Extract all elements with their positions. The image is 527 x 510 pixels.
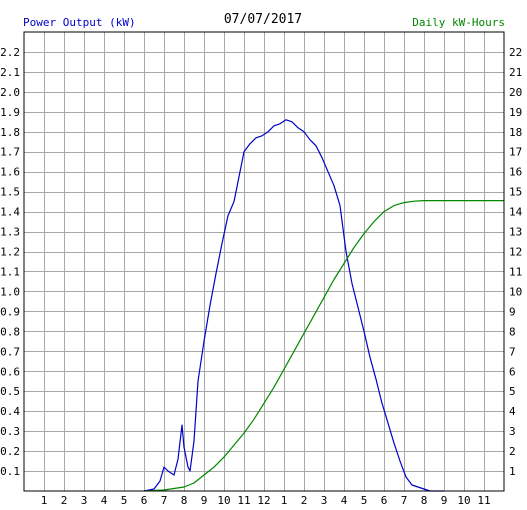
x-tick-label: 1 xyxy=(281,494,288,507)
right-tick-label: 12 xyxy=(509,246,522,259)
left-tick-label: 2.0 xyxy=(0,86,20,99)
right-tick-label: 8 xyxy=(509,325,516,338)
right-tick-label: 19 xyxy=(509,106,522,119)
left-tick-label: 0.1 xyxy=(0,465,20,478)
left-tick-label: 0.8 xyxy=(0,325,20,338)
left-tick-label: 1.4 xyxy=(0,206,20,219)
x-tick-label: 9 xyxy=(201,494,208,507)
left-tick-label: 1.9 xyxy=(0,106,20,119)
x-tick-label: 11 xyxy=(477,494,490,507)
right-tick-label: 21 xyxy=(509,66,522,79)
right-tick-label: 14 xyxy=(509,206,523,219)
left-tick-label: 0.4 xyxy=(0,405,20,418)
right-axis-title: Daily kW-Hours xyxy=(412,16,505,29)
left-tick-label: 1.6 xyxy=(0,166,20,179)
left-tick-label: 0.2 xyxy=(0,445,20,458)
x-tick-label: 7 xyxy=(161,494,168,507)
x-tick-label: 3 xyxy=(321,494,328,507)
power-series-line xyxy=(143,119,444,492)
x-tick-label: 6 xyxy=(381,494,388,507)
grid xyxy=(24,32,504,491)
left-tick-label: 0.6 xyxy=(0,365,20,378)
plot-frame xyxy=(23,31,505,492)
x-tick-label: 2 xyxy=(61,494,68,507)
left-axis-ticks: 0.1 0.2 0.3 0.4 0.5 0.6 0.7 0.8 0.9 1.0 1.1 1.2 1.3 1… xyxy=(0,46,20,478)
energy-series-line xyxy=(143,200,504,492)
left-tick-label: 0.3 xyxy=(0,425,20,438)
x-tick-label: 8 xyxy=(181,494,188,507)
right-tick-label: 16 xyxy=(509,166,522,179)
x-tick-label: 6 xyxy=(141,494,148,507)
x-tick-label: 4 xyxy=(101,494,108,507)
left-tick-label: 2.1 xyxy=(0,66,20,79)
right-tick-label: 7 xyxy=(509,345,516,358)
x-tick-label: 10 xyxy=(217,494,230,507)
right-tick-label: 11 xyxy=(509,265,522,278)
left-tick-label: 0.9 xyxy=(0,305,20,318)
x-tick-label: 11 xyxy=(237,494,250,507)
left-tick-label: 1.1 xyxy=(0,265,20,278)
right-tick-label: 2 xyxy=(509,445,516,458)
x-tick-label: 8 xyxy=(421,494,428,507)
x-tick-label: 12 xyxy=(257,494,270,507)
left-tick-label: 1.8 xyxy=(0,126,20,139)
right-tick-label: 15 xyxy=(509,186,522,199)
left-tick-label: 1.3 xyxy=(0,226,20,239)
x-axis-ticks: 1 2 3 4 5 6 7 8 9 10 11 12 1 2 3 4 5 6 7 8 9 10 11 xyxy=(41,494,491,507)
x-tick-label: 3 xyxy=(81,494,88,507)
x-tick-label: 5 xyxy=(361,494,368,507)
x-tick-label: 5 xyxy=(121,494,128,507)
right-tick-label: 1 xyxy=(509,465,516,478)
x-tick-label: 2 xyxy=(301,494,308,507)
x-tick-label: 9 xyxy=(441,494,448,507)
left-tick-label: 0.7 xyxy=(0,345,20,358)
left-axis-title: Power Output (kW) xyxy=(23,16,136,29)
x-tick-label: 10 xyxy=(457,494,470,507)
right-tick-label: 10 xyxy=(509,285,522,298)
right-tick-label: 5 xyxy=(509,385,516,398)
left-tick-label: 2.2 xyxy=(0,46,20,59)
x-tick-label: 4 xyxy=(341,494,348,507)
right-tick-label: 4 xyxy=(509,405,516,418)
right-tick-label: 17 xyxy=(509,146,522,159)
left-tick-label: 0.5 xyxy=(0,385,20,398)
right-tick-label: 20 xyxy=(509,86,522,99)
right-tick-label: 9 xyxy=(509,305,516,318)
x-tick-label: 1 xyxy=(41,494,48,507)
left-tick-label: 1.7 xyxy=(0,146,20,159)
x-tick-label: 7 xyxy=(401,494,408,507)
left-tick-label: 1.5 xyxy=(0,186,20,199)
left-tick-label: 1.0 xyxy=(0,285,20,298)
right-tick-label: 13 xyxy=(509,226,522,239)
chart-title: 07/07/2017 xyxy=(224,12,302,27)
left-tick-label: 1.2 xyxy=(0,246,20,259)
right-tick-label: 22 xyxy=(509,46,522,59)
right-tick-label: 6 xyxy=(509,365,516,378)
right-tick-label: 3 xyxy=(509,425,516,438)
series-layer xyxy=(143,119,504,492)
right-tick-label: 18 xyxy=(509,126,522,139)
